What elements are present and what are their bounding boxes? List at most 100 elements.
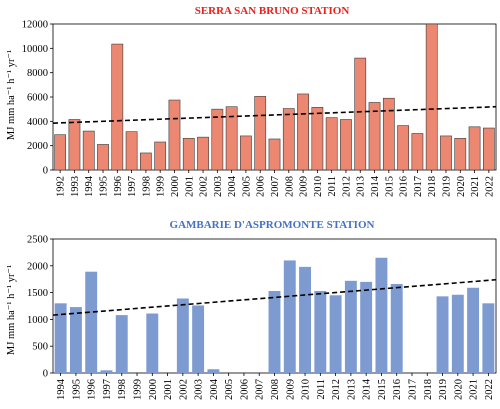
x-tick-label: 2009: [285, 379, 296, 400]
bar-2003: [211, 108, 224, 171]
trend-line: [52, 105, 497, 124]
bar-1993: [68, 119, 81, 171]
bar-2009: [297, 93, 309, 171]
bar-2019: [436, 296, 449, 373]
x-tick-label: 2006: [239, 379, 250, 400]
bar-2022: [482, 303, 495, 373]
x-tick-label: 2006: [256, 176, 267, 197]
x-tick-label: 2012: [341, 176, 352, 197]
bar-2020: [451, 294, 464, 373]
x-tick-label: 2003: [213, 176, 224, 197]
bar-2000: [146, 313, 159, 373]
bar-2011: [325, 117, 338, 171]
x-tick-label: 2007: [255, 379, 266, 400]
bar-2022: [482, 127, 495, 171]
x-tick-label: 2002: [178, 379, 189, 400]
bar-1995: [97, 144, 109, 171]
y-tick-label: 2500: [27, 235, 48, 246]
chart-title: GAMBARIE D'ASPROMONTE STATION: [170, 219, 375, 231]
x-tick-label: 1994: [56, 378, 67, 400]
bar-2001: [182, 138, 195, 171]
bar-2016: [390, 284, 403, 373]
x-tick-label: 1998: [141, 176, 152, 197]
x-tick-label: 1998: [117, 379, 128, 400]
x-tick-label: 2021: [470, 176, 481, 197]
bar-2004: [207, 369, 220, 373]
y-tick-label: 6000: [27, 93, 48, 104]
bar-2014: [360, 281, 373, 373]
x-tick-label: 2016: [399, 176, 410, 197]
bar-2002: [176, 298, 189, 373]
x-tick-label: 1995: [99, 176, 110, 197]
bar-2020: [454, 138, 467, 171]
x-tick-label: 2012: [331, 379, 342, 400]
chart-panel-serra-san-bruno: SERRA SAN BRUNO STATION MJ mm ha⁻¹ h⁻¹ y…: [6, 5, 497, 197]
bar-2015: [382, 97, 395, 171]
chart-panel-gambarie-d-aspromonte: GAMBARIE D'ASPROMONTE STATION MJ mm ha⁻¹…: [6, 219, 497, 400]
bar-1994: [82, 130, 95, 171]
x-tick-label: 2013: [356, 176, 367, 197]
y-tick-label: 500: [32, 342, 48, 353]
bar-1998: [140, 152, 152, 171]
bar-2005: [240, 135, 252, 171]
x-tick-label: 2020: [453, 379, 464, 400]
y-tick-label: 1000: [27, 315, 48, 326]
x-tick-label: 1993: [70, 176, 81, 197]
y-tick-label: 2000: [27, 261, 48, 272]
y-tick-label: 0: [43, 369, 48, 380]
x-tick-label: 2017: [413, 176, 424, 197]
x-tick-label: 2014: [362, 378, 373, 400]
bar-2007: [268, 138, 281, 171]
x-tick-label: 2019: [438, 379, 449, 400]
bar-2013: [354, 57, 367, 171]
bar-2008: [268, 290, 281, 373]
bar-1997: [125, 131, 138, 171]
y-tick-label: 0: [43, 166, 48, 177]
x-tick-label: 2008: [270, 379, 281, 400]
x-tick-label: 1997: [102, 379, 113, 400]
x-tick-label: 2020: [456, 176, 467, 197]
x-tick-label: 2004: [227, 175, 238, 197]
y-tick-label: 2000: [27, 141, 48, 152]
bar-2010: [311, 107, 324, 171]
x-tick-label: 2015: [377, 379, 388, 400]
bar-1998: [115, 315, 128, 373]
y-tick-label: 1500: [27, 288, 48, 299]
bar-1996: [85, 271, 98, 373]
x-tick-label: 2007: [270, 176, 281, 197]
x-tick-label: 2013: [346, 379, 357, 400]
bar-1995: [69, 307, 82, 373]
x-tick-label: 2011: [327, 176, 338, 197]
x-tick-label: 2004: [209, 378, 220, 400]
bar-2003: [192, 305, 205, 373]
x-tick-label: 2002: [199, 176, 210, 197]
x-tick-label: 2022: [484, 176, 495, 197]
bar-2002: [197, 136, 209, 171]
bar-2008: [282, 108, 295, 171]
trend-line: [52, 278, 497, 316]
x-tick-label: 1999: [156, 176, 167, 197]
x-tick-label: 2022: [484, 379, 495, 400]
y-tick-label: 4000: [27, 117, 48, 128]
bar-2018: [425, 23, 438, 171]
bar-2006: [254, 96, 267, 171]
x-tick-label: 2015: [384, 176, 395, 197]
x-tick-label: 1994: [84, 175, 95, 197]
bar-2021: [467, 287, 480, 373]
y-tick-label: 12000: [22, 20, 48, 31]
x-tick-label: 2021: [469, 379, 480, 400]
x-tick-label: 2001: [163, 379, 174, 400]
x-tick-label: 2016: [392, 379, 403, 400]
bar-1994: [54, 303, 67, 373]
x-tick-label: 2000: [170, 176, 181, 197]
chart-title: SERRA SAN BRUNO STATION: [195, 5, 350, 17]
bar-2013: [344, 280, 357, 373]
bar-2010: [299, 266, 312, 373]
x-tick-label: 2000: [148, 379, 159, 400]
bar-1996: [111, 43, 124, 171]
x-tick-label: 2008: [284, 176, 295, 197]
x-tick-label: 2003: [194, 379, 205, 400]
x-tick-label: 2005: [241, 176, 252, 197]
x-tick-label: 2010: [313, 176, 324, 197]
